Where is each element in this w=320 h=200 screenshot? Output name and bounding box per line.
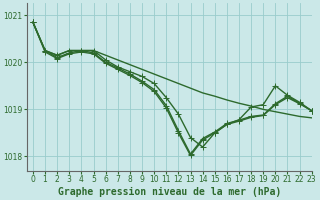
X-axis label: Graphe pression niveau de la mer (hPa): Graphe pression niveau de la mer (hPa) xyxy=(58,186,281,197)
